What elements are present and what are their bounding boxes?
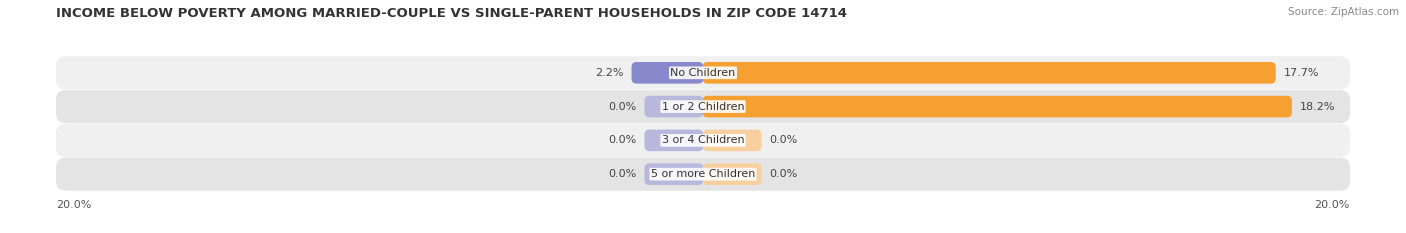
FancyBboxPatch shape <box>644 163 703 185</box>
Text: 0.0%: 0.0% <box>609 102 637 112</box>
Text: 20.0%: 20.0% <box>56 200 91 210</box>
Text: 1 or 2 Children: 1 or 2 Children <box>662 102 744 112</box>
FancyBboxPatch shape <box>703 130 762 151</box>
Text: 0.0%: 0.0% <box>769 135 797 145</box>
FancyBboxPatch shape <box>644 130 703 151</box>
Text: 17.7%: 17.7% <box>1284 68 1319 78</box>
FancyBboxPatch shape <box>56 158 1350 191</box>
FancyBboxPatch shape <box>644 96 703 117</box>
FancyBboxPatch shape <box>56 56 1350 89</box>
Text: 20.0%: 20.0% <box>1315 200 1350 210</box>
FancyBboxPatch shape <box>631 62 703 84</box>
Text: 0.0%: 0.0% <box>609 135 637 145</box>
Text: 18.2%: 18.2% <box>1299 102 1336 112</box>
Text: Source: ZipAtlas.com: Source: ZipAtlas.com <box>1288 7 1399 17</box>
Text: 0.0%: 0.0% <box>609 169 637 179</box>
Text: 2.2%: 2.2% <box>595 68 624 78</box>
Text: 0.0%: 0.0% <box>769 169 797 179</box>
Text: No Children: No Children <box>671 68 735 78</box>
FancyBboxPatch shape <box>703 163 762 185</box>
Text: 3 or 4 Children: 3 or 4 Children <box>662 135 744 145</box>
Text: INCOME BELOW POVERTY AMONG MARRIED-COUPLE VS SINGLE-PARENT HOUSEHOLDS IN ZIP COD: INCOME BELOW POVERTY AMONG MARRIED-COUPL… <box>56 7 848 20</box>
Text: 5 or more Children: 5 or more Children <box>651 169 755 179</box>
FancyBboxPatch shape <box>703 62 1275 84</box>
FancyBboxPatch shape <box>56 124 1350 157</box>
FancyBboxPatch shape <box>703 96 1292 117</box>
FancyBboxPatch shape <box>56 90 1350 123</box>
